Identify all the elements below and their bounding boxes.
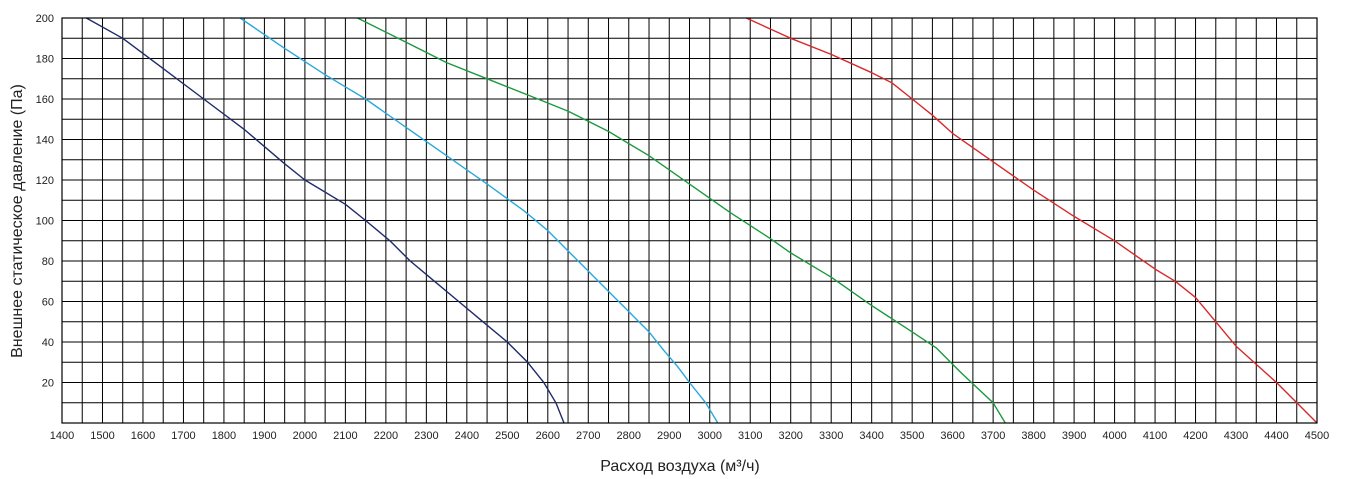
x-tick-label: 2400 [455,430,479,442]
x-tick-label: 3900 [1062,430,1086,442]
x-tick-label: 3500 [900,430,924,442]
x-tick-label: 2100 [333,430,357,442]
x-tick-label: 4100 [1143,430,1167,442]
y-tick-label: 140 [36,135,54,147]
series-line-3 [357,17,1006,424]
x-axis-title: Расход воздуха (м³/ч) [600,458,759,475]
series-line-1 [85,17,565,424]
x-tick-label: 1500 [90,430,114,442]
x-tick-label: 3700 [981,430,1005,442]
series-line-4 [745,17,1318,424]
x-tick-label: 3200 [778,430,802,442]
series-line-2 [239,17,719,424]
y-tick-label: 120 [36,175,54,187]
plot-border [61,17,1318,424]
x-tick-label: 4500 [1305,430,1329,442]
chart-grid [61,17,1318,424]
y-axis-ticks: 20 40 60 80 100 120 140 160 180 200 [36,13,54,390]
y-tick-label: 60 [42,297,54,309]
y-tick-label: 40 [42,337,54,349]
chart-plot-frame [61,17,1318,424]
x-tick-label: 1900 [252,430,276,442]
x-tick-label: 1700 [171,430,195,442]
x-tick-label: 2800 [617,430,641,442]
y-tick-label: 100 [36,216,54,228]
x-tick-label: 3400 [859,430,883,442]
x-tick-label: 4400 [1264,430,1288,442]
y-tick-label: 180 [36,54,54,66]
x-tick-label: 2600 [536,430,560,442]
x-tick-label: 1400 [50,430,74,442]
x-tick-label: 3600 [940,430,964,442]
x-tick-label: 2500 [495,430,519,442]
y-tick-label: 20 [42,378,54,390]
x-tick-label: 4200 [1183,430,1207,442]
x-tick-label: 2900 [657,430,681,442]
x-tick-label: 1600 [131,430,155,442]
x-tick-label: 3000 [697,430,721,442]
x-tick-label: 2000 [293,430,317,442]
y-tick-label: 200 [36,13,54,25]
y-axis-title: Внешнее статическое давление (Па) [9,84,26,358]
x-tick-label: 2700 [576,430,600,442]
x-axis-ticks: 1400 1500 1600 1700 1800 1900 2000 2100 2200 2300… [50,430,1329,442]
x-tick-label: 3100 [738,430,762,442]
y-tick-label: 160 [36,94,54,106]
chart-series-group [85,17,1318,424]
x-tick-label: 4000 [1102,430,1126,442]
x-tick-label: 1800 [212,430,236,442]
x-tick-label: 2300 [414,430,438,442]
y-tick-label: 80 [42,256,54,268]
x-tick-label: 3300 [819,430,843,442]
x-tick-label: 4300 [1224,430,1248,442]
x-tick-label: 2200 [374,430,398,442]
x-tick-label: 3800 [1021,430,1045,442]
